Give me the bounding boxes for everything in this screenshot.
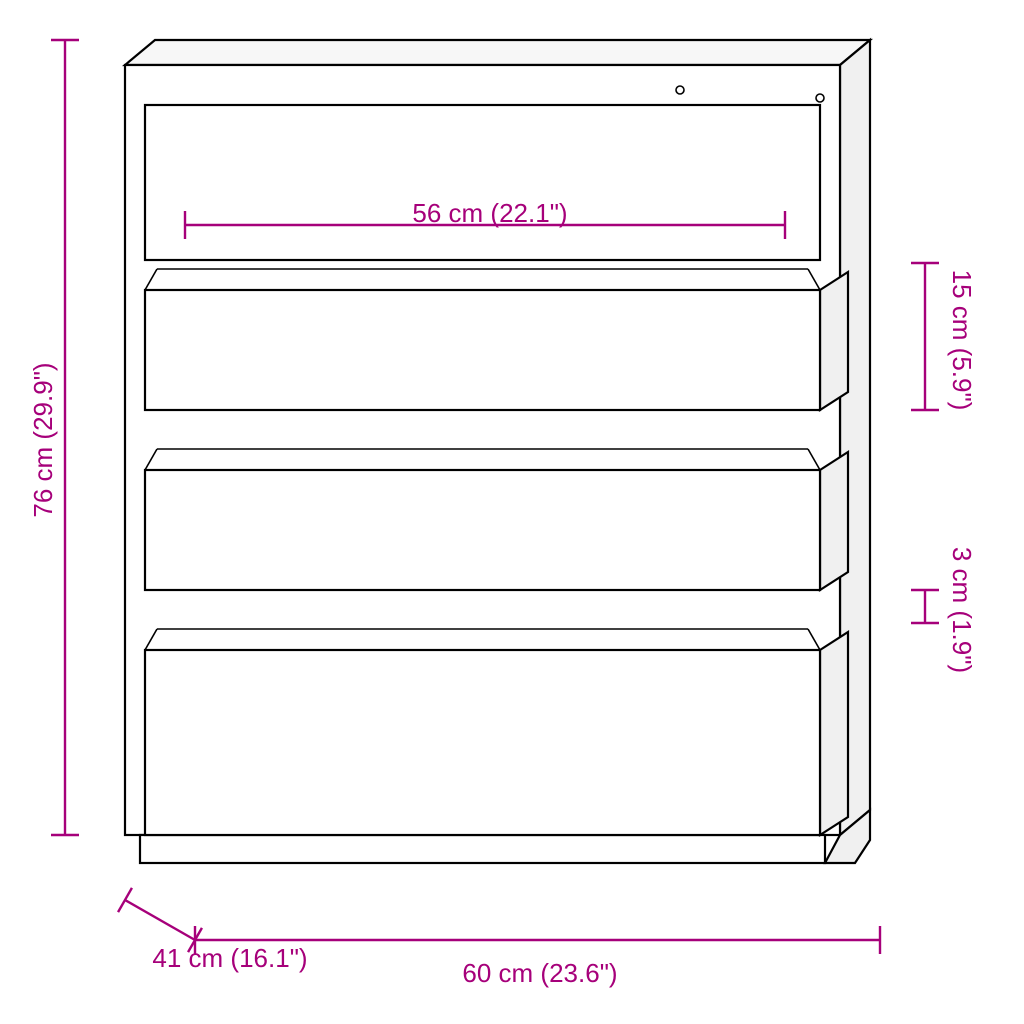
dim-label: 41 cm (16.1") [152,943,307,973]
drawer-3-front [145,650,820,835]
drawer-0-front [145,105,820,260]
drawer-2-front [145,470,820,590]
drawer-1-front [145,290,820,410]
dim-label: 15 cm (5.9") [947,270,977,411]
cabinet-top [125,40,870,65]
dim-label: 60 cm (23.6") [462,958,617,988]
drawer-1-side [820,272,848,410]
dim-line [125,900,195,940]
cabinet-base-front [140,835,825,863]
dim-label: 3 cm (1.9") [947,547,977,673]
drawer-3-side [820,632,848,835]
drawer-2-side [820,452,848,590]
dim-label: 76 cm (29.9") [28,362,58,517]
dim-tick [118,888,132,912]
dim-label: 56 cm (22.1") [412,198,567,228]
